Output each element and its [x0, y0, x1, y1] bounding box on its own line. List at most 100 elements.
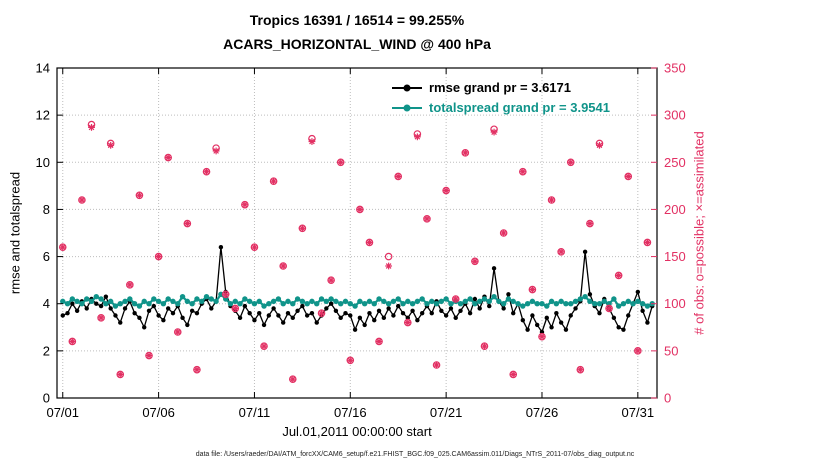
obs-assimilated-marker — [174, 328, 182, 336]
totalspread-marker-icon — [403, 104, 411, 111]
x-tick-label: 07/06 — [142, 405, 175, 420]
x-tick-label: 07/26 — [526, 405, 559, 420]
obs-assimilated-marker — [59, 243, 67, 251]
obs-assimilated-marker — [634, 347, 642, 355]
obs-assimilated-marker — [97, 314, 105, 322]
obs-assimilated-marker — [557, 248, 565, 256]
obs-assimilated-marker — [548, 196, 555, 204]
obs-assimilated-marker — [327, 276, 335, 284]
y-axis-label-right: # of obs: o=possible; ×=assimilated — [691, 131, 707, 335]
obs-assimilated-marker — [538, 333, 546, 341]
x-axis-label: Jul.01,2011 00:00:00 start — [282, 424, 432, 439]
x-tick-label: 07/11 — [239, 405, 271, 420]
obs-assimilated-marker — [586, 220, 594, 227]
figure-subtitle: ACARS_HORIZONTAL_WIND @ 400 hPa — [223, 36, 491, 52]
y-tick-label-left: 8 — [43, 202, 50, 217]
figure-title: Tropics 16391 / 16514 = 99.255% — [249, 12, 465, 28]
obs-assimilated-marker — [442, 187, 450, 194]
rmse-marker-icon — [403, 84, 411, 91]
obs-assimilated-marker — [289, 375, 297, 383]
obs-assimilated-marker — [567, 158, 575, 166]
obs-assimilated-marker — [203, 168, 210, 176]
rmse-series — [60, 244, 655, 335]
obs-assimilated-marker — [260, 342, 268, 350]
obs-assimilated-marker — [528, 286, 536, 293]
obs-assimilated-marker — [461, 149, 469, 157]
obs-assimilated-marker — [624, 173, 632, 180]
y-tick-label-right: 150 — [664, 249, 686, 264]
legend-item-rmse: rmse grand pr = 3.6171 — [392, 79, 610, 96]
obs-assimilated-marker — [155, 253, 162, 260]
obs-assimilated-marker — [337, 158, 345, 166]
obs-assimilated-marker — [183, 220, 191, 227]
obs-assimilated-marker — [107, 141, 115, 149]
obs-assimilated-marker — [68, 338, 76, 345]
axes: 0 2 4 6 8 10 12 14 0 50 100 150 200 250 300 350 07/01 07/… — [36, 61, 686, 421]
obs-assimilated-marker — [356, 206, 364, 213]
y-tick-label-left: 0 — [43, 391, 50, 406]
obs-assimilated-marker — [644, 239, 651, 246]
obs-assimilated-marker — [222, 290, 230, 298]
y-tick-label-left: 10 — [36, 155, 50, 170]
obs-assimilated-marker — [136, 191, 143, 199]
obs-assimilated-marker — [279, 262, 287, 270]
y-tick-label-right: 350 — [664, 61, 686, 76]
y-tick-label-left: 14 — [36, 61, 50, 76]
x-tick-label: 07/16 — [334, 405, 367, 420]
obs-assimilated-marker — [452, 295, 460, 303]
obs-assimilated-marker — [366, 239, 373, 246]
legend-item-totalspread: totalspread grand pr = 3.9541 — [392, 99, 610, 116]
grid-lines — [57, 68, 657, 398]
obs-assimilated-marker — [596, 141, 603, 149]
obs-markers — [58, 120, 652, 383]
obs-assimilated-marker — [519, 168, 527, 176]
y-tick-label-right: 100 — [664, 296, 686, 311]
obs-assimilated-marker — [241, 201, 249, 209]
obs-assimilated-marker — [576, 366, 584, 374]
obs-assimilated-marker — [385, 262, 393, 270]
x-tick-label: 07/31 — [622, 405, 655, 420]
obs-assimilated-marker — [251, 243, 258, 251]
obs-assimilated-marker — [126, 281, 134, 289]
obs-assimilated-marker — [116, 371, 124, 378]
obs-assimilated-marker — [471, 257, 479, 265]
obs-assimilated-marker — [193, 366, 201, 374]
data-file-caption: data file: /Users/raeder/DAI/ATM_forcXX/… — [195, 451, 635, 458]
y-tick-label-right: 200 — [664, 202, 686, 217]
obs-assimilated-marker — [490, 128, 498, 136]
obs-assimilated-marker — [481, 342, 488, 350]
legend-label-totalspread: totalspread grand pr = 3.9541 — [429, 100, 610, 115]
obs-assimilated-marker — [298, 224, 306, 232]
obs-assimilated-marker — [78, 196, 86, 204]
y-tick-label-right: 300 — [664, 108, 686, 123]
obs-assimilated-marker — [308, 138, 316, 145]
y-tick-label-right: 50 — [664, 343, 678, 358]
totalspread-series — [60, 291, 655, 309]
obs-assimilated-marker — [605, 305, 613, 312]
y-tick-label-left: 2 — [43, 343, 50, 358]
obs-assimilated-marker — [164, 154, 172, 161]
obs-assimilated-marker — [231, 305, 239, 312]
y-tick-label-right: 250 — [664, 155, 686, 170]
y-axis-label-left: rmse and totalspread — [7, 171, 23, 295]
obs-assimilated-marker — [509, 371, 517, 378]
obs-assimilated-marker — [318, 309, 325, 317]
totalspread-line-sample — [392, 104, 422, 111]
y-tick-label-left: 6 — [43, 249, 50, 264]
obs-assimilated-marker — [375, 338, 383, 345]
obs-assimilated-marker — [212, 147, 220, 155]
legend: rmse grand pr = 3.6171 totalspread grand… — [392, 79, 610, 116]
obs-assimilated-marker — [404, 319, 412, 326]
obs-assimilated-marker — [615, 272, 623, 279]
legend-label-rmse: rmse grand pr = 3.6171 — [429, 80, 571, 95]
obs-assimilated-marker — [413, 133, 421, 141]
y-tick-label-left: 12 — [36, 108, 50, 123]
obs-assimilated-marker — [433, 361, 440, 369]
obs-assimilated-marker — [500, 229, 508, 237]
obs-assimilated-marker — [346, 356, 354, 364]
rmse-line-sample — [392, 84, 422, 91]
obs-assimilated-marker — [394, 173, 402, 180]
obs-possible-marker — [384, 252, 393, 261]
